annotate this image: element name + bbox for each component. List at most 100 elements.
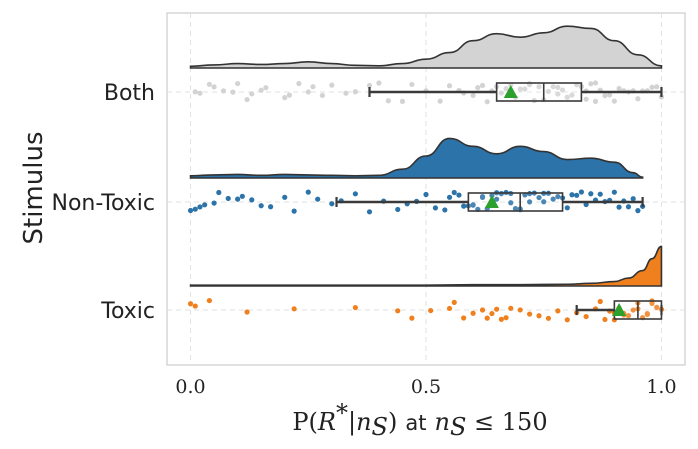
data-point	[527, 199, 533, 205]
data-point	[206, 81, 212, 87]
data-point	[329, 201, 335, 207]
data-point	[654, 84, 660, 90]
data-point	[484, 315, 490, 321]
data-point	[498, 316, 504, 322]
data-point	[366, 209, 373, 215]
x-axis-label: P(R*|nS) at nS ≤ 150	[292, 399, 547, 441]
y-tick-label: Both	[104, 81, 155, 106]
density-cloud-both	[189, 25, 663, 69]
density-cloud-non-toxic	[189, 137, 644, 179]
data-point	[545, 315, 552, 321]
data-point	[366, 82, 373, 89]
data-point	[517, 307, 523, 313]
data-point	[192, 89, 198, 95]
data-point	[385, 98, 391, 104]
data-point	[315, 196, 321, 202]
data-point	[607, 92, 613, 98]
grid	[167, 13, 685, 365]
data-point	[206, 297, 212, 304]
x-label-part: R	[317, 408, 336, 436]
data-point	[352, 191, 358, 197]
data-point	[329, 82, 335, 88]
data-point	[442, 207, 448, 213]
data-point	[211, 84, 217, 90]
data-point	[630, 307, 636, 313]
mean-marker	[503, 85, 518, 98]
data-point	[296, 80, 302, 87]
data-point	[527, 311, 533, 317]
x-tick-label: 1.0	[646, 376, 676, 398]
data-point	[456, 192, 462, 198]
data-point	[225, 195, 231, 202]
data-point	[550, 196, 556, 202]
data-point	[258, 87, 264, 93]
data-point	[305, 189, 311, 195]
data-point	[625, 313, 632, 319]
data-point	[451, 189, 457, 196]
data-point	[409, 315, 415, 321]
data-point	[343, 90, 349, 96]
data-point	[230, 89, 236, 95]
data-point	[220, 88, 227, 94]
data-point	[616, 204, 622, 210]
data-point	[244, 309, 250, 315]
x-label-part: )	[388, 408, 397, 436]
x-label-part: S	[450, 413, 466, 441]
boxplot-non-toxic	[335, 192, 644, 212]
data-point	[192, 303, 198, 309]
data-point	[512, 206, 519, 212]
data-point	[268, 204, 274, 210]
iqr-box	[495, 82, 583, 102]
data-point	[376, 80, 382, 86]
data-point	[503, 315, 509, 321]
data-point	[569, 92, 575, 98]
x-axis-ticks: 0.0 0.5 1.0	[175, 376, 676, 398]
data-point	[475, 85, 481, 91]
data-point	[550, 84, 556, 90]
data-point	[564, 94, 570, 100]
data-point	[291, 306, 297, 312]
data-point	[649, 84, 655, 90]
data-point	[630, 196, 636, 202]
data-point	[305, 89, 311, 95]
data-point	[635, 96, 641, 102]
iqr-box	[467, 192, 564, 212]
data-point	[235, 196, 241, 202]
data-point	[541, 199, 547, 205]
data-point	[446, 305, 453, 312]
data-point	[588, 191, 594, 197]
y-axis-label: Stimulus	[19, 132, 49, 245]
data-point	[263, 85, 269, 91]
data-point	[211, 200, 217, 206]
data-point	[310, 84, 316, 90]
data-point	[494, 196, 500, 202]
data-point	[517, 86, 523, 92]
data-point	[192, 206, 198, 212]
data-point	[602, 316, 608, 323]
data-point	[597, 298, 603, 305]
data-point	[555, 84, 561, 91]
data-point	[616, 85, 622, 92]
data-point	[564, 205, 570, 211]
data-point	[282, 95, 288, 101]
boxplot-both	[368, 82, 663, 102]
data-point	[291, 208, 297, 214]
data-point	[498, 90, 504, 96]
data-point	[489, 310, 495, 317]
data-point	[197, 90, 203, 96]
data-point	[428, 307, 434, 314]
data-point	[470, 310, 476, 316]
data-point	[470, 202, 476, 208]
y-tick-label: Non-Toxic	[52, 191, 156, 216]
data-point	[484, 99, 490, 105]
data-point	[583, 313, 589, 320]
x-tick-label: 0.0	[175, 376, 205, 398]
data-point	[470, 92, 476, 99]
data-point	[611, 98, 617, 104]
x-label-part: S	[372, 413, 388, 441]
x-label-part: ≤ 150	[466, 408, 547, 436]
data-point	[216, 189, 222, 196]
x-tick-label: 0.5	[411, 376, 441, 398]
data-point	[409, 81, 415, 88]
